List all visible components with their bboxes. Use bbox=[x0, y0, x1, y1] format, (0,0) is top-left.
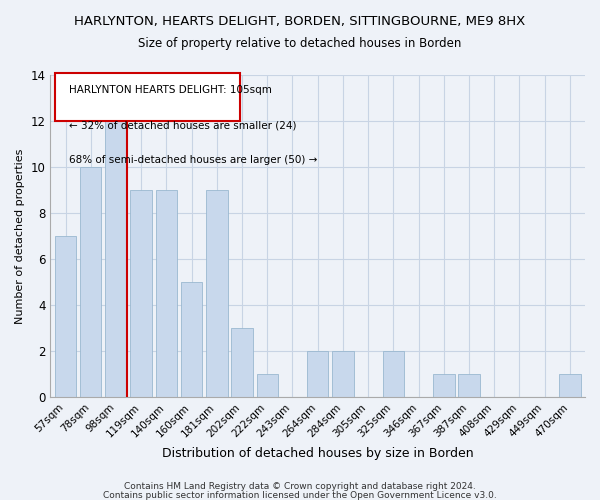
Text: HARLYNTON HEARTS DELIGHT: 105sqm: HARLYNTON HEARTS DELIGHT: 105sqm bbox=[68, 84, 272, 94]
Y-axis label: Number of detached properties: Number of detached properties bbox=[15, 148, 25, 324]
Bar bbox=[433, 374, 455, 397]
Bar bbox=[232, 328, 253, 397]
Bar bbox=[181, 282, 202, 397]
Text: Size of property relative to detached houses in Borden: Size of property relative to detached ho… bbox=[139, 38, 461, 51]
Bar bbox=[559, 374, 581, 397]
Bar bbox=[458, 374, 480, 397]
Bar bbox=[383, 351, 404, 397]
Bar bbox=[206, 190, 227, 397]
Text: Contains public sector information licensed under the Open Government Licence v3: Contains public sector information licen… bbox=[103, 490, 497, 500]
Bar bbox=[155, 190, 177, 397]
FancyBboxPatch shape bbox=[55, 74, 239, 122]
Text: Contains HM Land Registry data © Crown copyright and database right 2024.: Contains HM Land Registry data © Crown c… bbox=[124, 482, 476, 491]
Bar bbox=[332, 351, 353, 397]
Bar bbox=[257, 374, 278, 397]
Bar bbox=[307, 351, 328, 397]
Bar bbox=[80, 167, 101, 397]
X-axis label: Distribution of detached houses by size in Borden: Distribution of detached houses by size … bbox=[162, 447, 473, 460]
Text: 68% of semi-detached houses are larger (50) →: 68% of semi-detached houses are larger (… bbox=[68, 156, 317, 166]
Bar bbox=[55, 236, 76, 397]
Text: HARLYNTON, HEARTS DELIGHT, BORDEN, SITTINGBOURNE, ME9 8HX: HARLYNTON, HEARTS DELIGHT, BORDEN, SITTI… bbox=[74, 15, 526, 28]
Text: ← 32% of detached houses are smaller (24): ← 32% of detached houses are smaller (24… bbox=[68, 120, 296, 130]
Bar bbox=[130, 190, 152, 397]
Bar bbox=[105, 121, 127, 397]
